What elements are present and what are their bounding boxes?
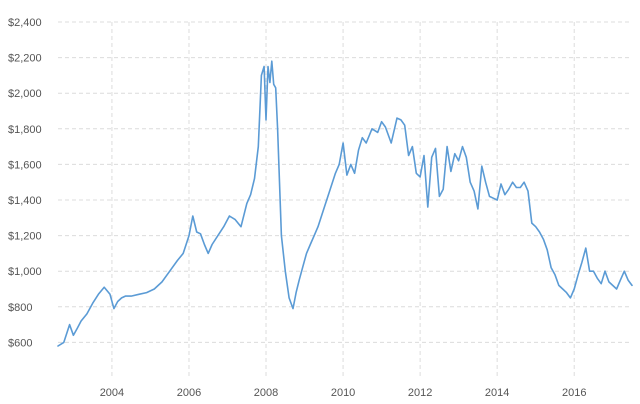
x-tick-label-5: 2014 [485,387,509,399]
y-tick-label-9: $2,400 [8,17,42,29]
y-tick-label-6: $1,800 [8,124,42,136]
y-axis-tick-labels: $600 $800 $1,000 $1,200 $1,400 $1,600 $1,800 $2… [8,17,42,349]
x-axis-tick-labels: 2004 2006 2008 2010 2012 2014 2016 [100,387,587,399]
y-tick-label-0: $600 [8,337,32,349]
x-tick-label-1: 2006 [177,387,201,399]
x-tick-label-6: 2016 [562,387,586,399]
y-tick-label-5: $1,600 [8,159,42,171]
x-gridlines [111,22,575,378]
series-line-0 [57,60,633,347]
y-tick-label-1: $800 [8,302,32,314]
y-tick-label-8: $2,200 [8,53,42,65]
series-group [57,60,633,347]
x-tick-label-3: 2010 [331,387,355,399]
y-tick-label-4: $1,400 [8,195,42,207]
x-tick-label-2: 2008 [254,387,278,399]
x-tick-label-0: 2004 [100,387,124,399]
y-tick-label-3: $1,200 [8,231,42,243]
x-tick-label-4: 2012 [408,387,432,399]
y-gridlines [58,21,632,343]
y-tick-label-7: $2,000 [8,88,42,100]
y-tick-label-2: $1,000 [8,266,42,278]
